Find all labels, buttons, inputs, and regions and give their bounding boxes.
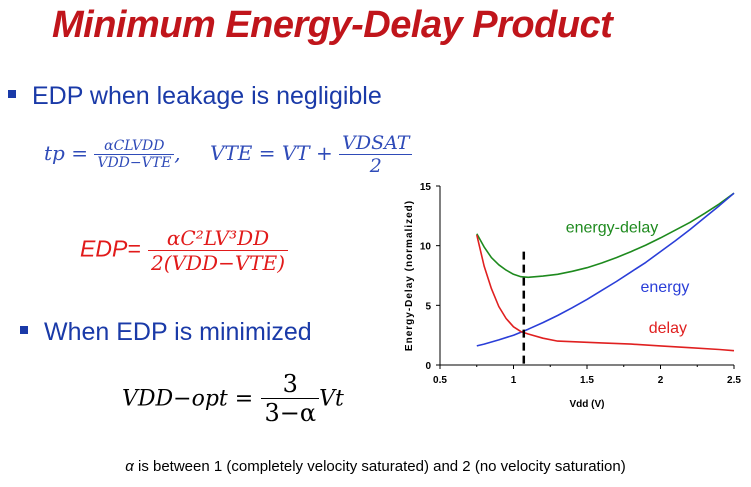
- bullet-text: When EDP is minimized: [44, 318, 312, 346]
- y-tick-label: 5: [425, 301, 431, 312]
- bullet-square-icon: [20, 326, 28, 335]
- x-tick-label: 0.5: [433, 375, 447, 386]
- x-axis-label: Vdd (V): [570, 399, 605, 410]
- energy-delay-chart: 0.5 1 1.5 2 2.5 0 5 10 15 energy-delay energy de…: [404, 182, 741, 410]
- edp-denominator: 2(VDD−VTE): [151, 251, 286, 275]
- tp-lhs: tp =: [44, 141, 88, 165]
- series-line-energy: [476, 192, 735, 347]
- bullet-edp-minimized: When EDP is minimized: [20, 318, 312, 347]
- y-axis-label: Energy-Delay (normalized): [404, 200, 415, 351]
- alpha-caption: α is between 1 (completely velocity satu…: [0, 458, 751, 475]
- edp-equation: EDP= αC²LV³DD 2(VDD−VTE): [80, 226, 289, 275]
- slide-title: Minimum Energy-Delay Product: [52, 4, 613, 46]
- series-line-energy-delay: [476, 192, 735, 279]
- vopt-lhs: VDD−opt =: [122, 386, 254, 412]
- caption-alpha: α: [125, 458, 134, 475]
- vte-denominator: 2: [369, 155, 382, 177]
- y-tick-label: 10: [420, 242, 432, 253]
- edp-lhs: EDP=: [80, 235, 141, 262]
- tp-denominator: VDD−VTE: [97, 155, 172, 171]
- bullet-square-icon: [8, 90, 16, 99]
- y-tick-label: 15: [420, 182, 432, 193]
- edp-numerator: αC²LV³DD: [148, 226, 289, 251]
- tp-numerator: αCLVDD: [94, 138, 175, 155]
- series-label-energy: energy: [640, 279, 689, 296]
- x-tick-label: 1: [511, 375, 517, 386]
- series-line-delay: [476, 234, 735, 352]
- x-tick-label: 2: [658, 375, 664, 386]
- tp-equation: tp = αCLVDD VDD−VTE ,: [44, 138, 181, 171]
- vopt-tail: Vt: [319, 386, 344, 412]
- bullet-edp-negligible: EDP when leakage is negligible: [8, 82, 382, 111]
- x-tick-label: 2.5: [727, 375, 741, 386]
- y-tick-label: 0: [425, 361, 431, 372]
- vte-lhs: VTE = VT +: [210, 141, 333, 165]
- vopt-numerator: 3: [261, 370, 320, 399]
- series-label-energy-delay: energy-delay: [566, 220, 659, 237]
- x-tick-label: 1.5: [580, 375, 594, 386]
- bullet-text: EDP when leakage is negligible: [32, 82, 382, 110]
- vte-numerator: VDSAT: [339, 132, 413, 155]
- vte-equation: VTE = VT + VDSAT 2: [210, 132, 413, 177]
- vopt-denominator: 3−α: [264, 399, 317, 427]
- vdd-opt-equation: VDD−opt = 3 3−α Vt: [122, 370, 344, 427]
- caption-text: is between 1 (completely velocity satura…: [133, 458, 626, 475]
- series-label-delay: delay: [649, 320, 687, 337]
